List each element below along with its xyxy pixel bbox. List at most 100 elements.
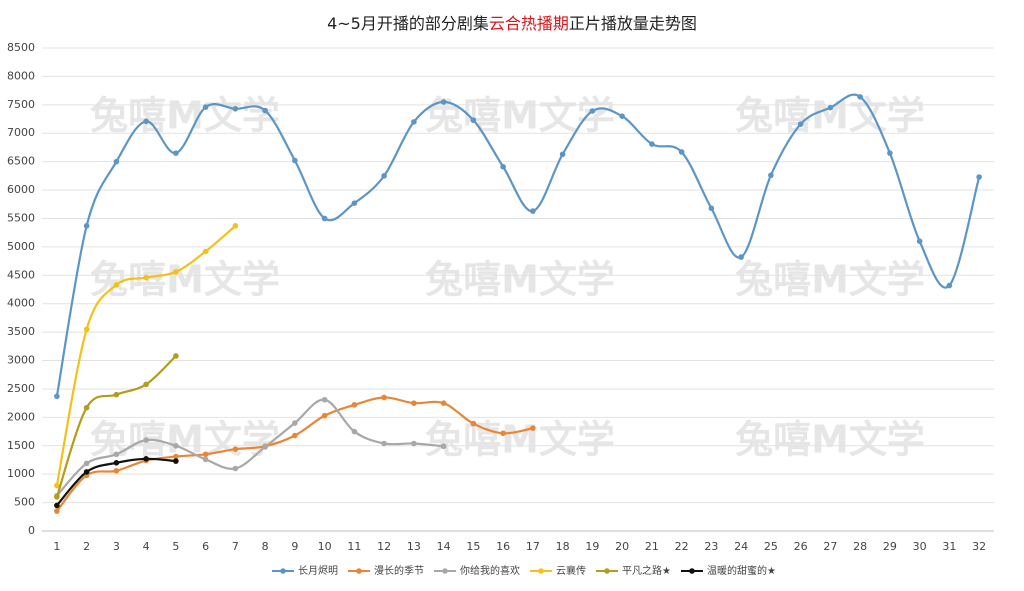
data-point: [143, 456, 149, 462]
y-tick-label: 3500: [7, 325, 35, 338]
data-point: [83, 326, 90, 333]
y-tick-label: 2000: [7, 410, 35, 423]
x-tick-label: 1: [53, 540, 60, 553]
x-tick-label: 30: [913, 540, 927, 553]
data-point: [440, 400, 447, 406]
y-tick-label: 6500: [7, 155, 35, 168]
watermark: 兔嘻M文学: [425, 418, 615, 462]
x-tick-label: 14: [437, 540, 451, 553]
data-point: [857, 94, 863, 100]
data-point: [143, 274, 149, 281]
x-tick-label: 21: [645, 540, 659, 553]
data-point: [292, 420, 298, 426]
x-tick-label: 19: [585, 540, 599, 553]
data-point: [113, 467, 120, 474]
data-point: [530, 425, 536, 431]
watermark: 兔嘻M文学: [735, 418, 925, 462]
legend-swatch-dot: [604, 568, 610, 574]
x-tick-label: 6: [202, 540, 209, 553]
y-tick-label: 2500: [7, 382, 35, 395]
data-point: [202, 456, 209, 463]
x-tick-label: 31: [942, 540, 956, 553]
watermark: 兔嘻M文学: [90, 258, 280, 302]
x-tick-label: 24: [734, 540, 748, 553]
data-point: [649, 141, 655, 147]
data-point: [440, 443, 447, 450]
watermark: 兔嘻M文学: [90, 418, 280, 462]
data-point: [54, 393, 60, 400]
data-point: [530, 208, 536, 214]
watermark: 兔嘻M文学: [425, 94, 615, 138]
data-point: [470, 420, 477, 427]
title-part: 正片播放量走势图: [569, 14, 697, 33]
data-point: [351, 200, 358, 206]
data-point: [440, 99, 447, 105]
title-part: 4~5月开播的部分剧集: [327, 14, 489, 33]
x-tick-label: 23: [704, 540, 718, 553]
data-point: [173, 458, 179, 464]
data-point: [143, 381, 149, 388]
data-point: [262, 444, 268, 450]
y-tick-label: 5500: [7, 211, 35, 224]
data-point: [619, 113, 625, 119]
data-point: [173, 353, 179, 359]
y-tick-label: 6000: [7, 183, 35, 196]
legend-label: 云襄传: [556, 564, 586, 577]
data-point: [113, 460, 120, 466]
legend-swatch-dot: [442, 568, 448, 574]
data-point: [232, 446, 239, 452]
legend-swatch-dot: [356, 568, 362, 574]
data-point: [768, 172, 774, 179]
y-tick-label: 1000: [7, 467, 35, 480]
x-tick-label: 26: [794, 540, 808, 553]
y-tick-label: 8000: [7, 69, 35, 82]
watermark: 兔嘻M文学: [735, 94, 925, 138]
data-point: [321, 412, 328, 419]
data-point: [678, 149, 685, 155]
data-point: [173, 442, 179, 449]
x-tick-label: 25: [764, 540, 778, 553]
y-tick-label: 500: [14, 496, 35, 509]
x-tick-label: 15: [466, 540, 480, 553]
watermark: 兔嘻M文学: [90, 94, 280, 138]
series-line: [55, 93, 981, 397]
x-tick-label: 9: [291, 540, 298, 553]
y-tick-label: 7000: [7, 126, 35, 139]
legend-swatch-dot: [689, 568, 695, 574]
x-tick-label: 11: [347, 540, 361, 553]
data-point: [83, 469, 90, 475]
x-tick-label: 18: [556, 540, 570, 553]
data-point: [173, 269, 179, 275]
legend-label: 你给我的喜欢: [460, 564, 520, 577]
x-tick-label: 27: [823, 540, 837, 553]
watermark: 兔嘻M文学: [735, 258, 925, 302]
data-point: [113, 158, 120, 165]
x-tick-label: 12: [377, 540, 391, 553]
data-point: [113, 282, 120, 288]
data-point: [500, 163, 506, 170]
data-point: [232, 465, 239, 472]
data-point: [232, 223, 239, 229]
legend-label: 漫长的季节: [374, 564, 424, 577]
data-point: [411, 400, 417, 406]
data-point: [173, 453, 179, 460]
y-tick-label: 8500: [7, 41, 35, 54]
x-tick-label: 10: [318, 540, 332, 553]
x-tick-label: 28: [853, 540, 867, 553]
data-point: [351, 402, 358, 408]
y-tick-label: 7500: [7, 98, 35, 111]
data-point: [83, 404, 90, 411]
data-point: [113, 391, 120, 398]
data-point: [54, 494, 60, 500]
data-point: [143, 437, 149, 443]
data-point: [381, 394, 387, 401]
data-point: [202, 248, 209, 255]
data-point: [589, 108, 596, 114]
legend-swatch-dot: [280, 568, 286, 574]
data-point: [83, 223, 90, 229]
data-point: [113, 451, 120, 458]
data-point: [946, 282, 953, 289]
data-point: [827, 104, 834, 111]
chart-title: 4~5月开播的部分剧集云合热播期正片播放量走势图: [327, 14, 697, 33]
